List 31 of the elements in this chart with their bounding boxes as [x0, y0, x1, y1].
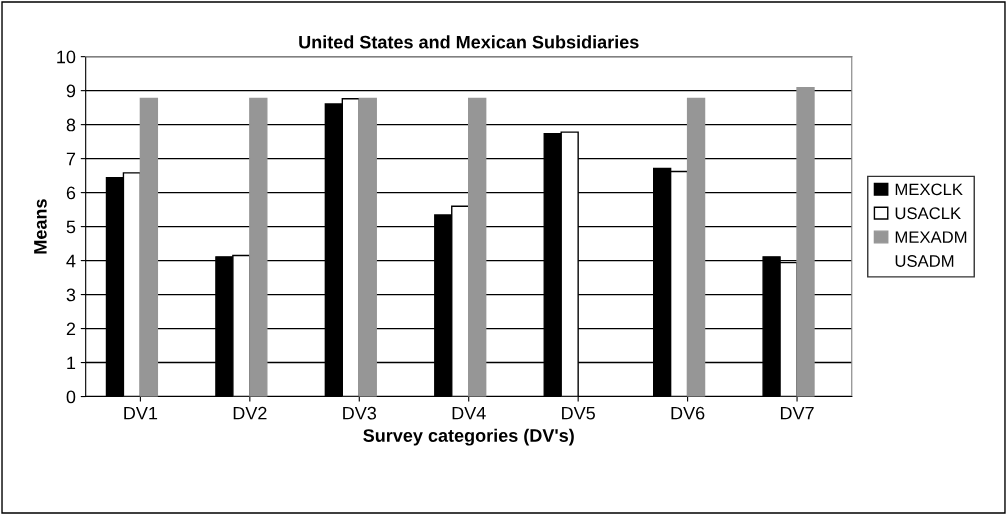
- legend-label: USACLK: [895, 207, 961, 220]
- y-tick-label: 0: [66, 390, 76, 404]
- x-tick-label: DV5: [562, 406, 595, 420]
- y-tick-label: 2: [66, 322, 76, 336]
- x-tick-label: DV2: [233, 406, 267, 420]
- x-tick-label: DV3: [343, 406, 377, 420]
- bar: [249, 97, 268, 397]
- y-tick-label: 7: [66, 152, 76, 166]
- y-axis-title: Means: [34, 199, 47, 254]
- y-tick-label: 5: [66, 220, 76, 234]
- bar: [686, 97, 706, 397]
- text: USADM: [895, 255, 954, 267]
- x-tick-label: DV4: [452, 406, 486, 420]
- y-tick-label: 4: [66, 254, 76, 268]
- y-tick-label: 3: [66, 288, 76, 302]
- bar: [796, 86, 815, 397]
- x-axis-title: Survey categories (DV's): [363, 428, 574, 446]
- bar: [468, 97, 487, 397]
- y-tick-label: 8: [66, 118, 76, 132]
- x-tick-label: DV6: [671, 406, 705, 420]
- y-tick-label: 9: [66, 84, 76, 98]
- x-tick-label: DV7: [780, 406, 814, 420]
- bar: [358, 97, 377, 397]
- legend-label: MEXADM: [895, 231, 967, 243]
- bar: [139, 97, 159, 397]
- x-tick-label: DV1: [124, 406, 158, 420]
- chart-title: United States and Mexican Subsidiaries: [299, 35, 639, 49]
- y-tick-label: 1: [67, 356, 76, 370]
- y-tick-label: 10: [57, 50, 76, 64]
- legend-label: MEXCLK: [895, 183, 963, 196]
- y-tick-label: 6: [66, 186, 76, 200]
